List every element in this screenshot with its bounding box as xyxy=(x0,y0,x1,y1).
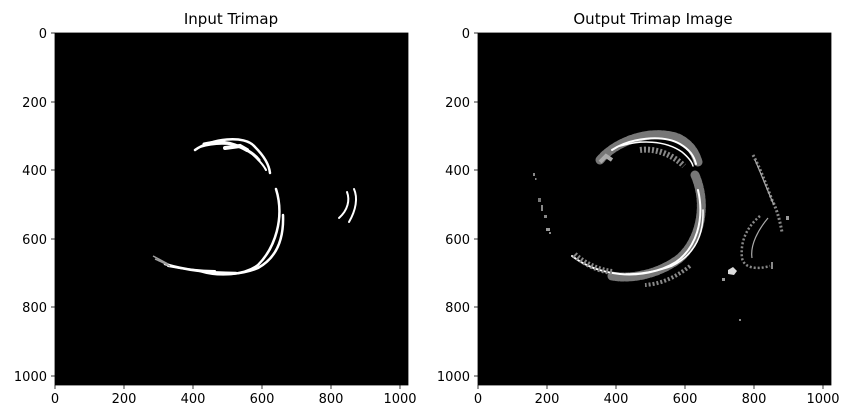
input-trimap-title: Input Trimap xyxy=(184,10,278,28)
input-trimap-panel: Input Trimap xyxy=(14,10,417,407)
y-tick-label: 600 xyxy=(22,233,47,248)
x-tick-label: 600 xyxy=(673,392,698,407)
x-tick-label: 800 xyxy=(319,392,344,407)
output-trimap-image xyxy=(477,32,832,386)
y-tick-label: 400 xyxy=(22,164,47,179)
output-trimap-panel: Output Trimap Image xyxy=(437,10,840,407)
y-tick-label: 800 xyxy=(445,301,470,316)
x-tick-label: 0 xyxy=(474,392,482,407)
output-trimap-x-axis xyxy=(477,385,824,389)
input-trimap-image xyxy=(54,32,409,386)
x-tick-label: 1000 xyxy=(383,392,416,407)
x-tick-label: 400 xyxy=(181,392,206,407)
y-tick-label: 200 xyxy=(445,96,470,111)
y-tick-label: 400 xyxy=(445,164,470,179)
y-tick-label: 1000 xyxy=(437,370,470,385)
x-tick-label: 200 xyxy=(112,392,137,407)
y-tick-label: 600 xyxy=(445,233,470,248)
input-trimap-y-axis xyxy=(51,32,55,377)
y-tick-label: 800 xyxy=(22,301,47,316)
x-tick-label: 1000 xyxy=(806,392,839,407)
x-tick-label: 400 xyxy=(604,392,629,407)
y-tick-label: 200 xyxy=(22,96,47,111)
x-tick-label: 0 xyxy=(51,392,59,407)
output-trimap-title: Output Trimap Image xyxy=(573,10,732,28)
x-tick-label: 800 xyxy=(742,392,767,407)
y-tick-label: 0 xyxy=(462,27,470,42)
x-tick-label: 200 xyxy=(535,392,560,407)
y-tick-label: 1000 xyxy=(14,370,47,385)
input-trimap-x-axis xyxy=(54,385,401,389)
x-tick-label: 600 xyxy=(250,392,275,407)
y-tick-label: 0 xyxy=(39,27,47,42)
output-trimap-y-axis xyxy=(474,32,478,377)
